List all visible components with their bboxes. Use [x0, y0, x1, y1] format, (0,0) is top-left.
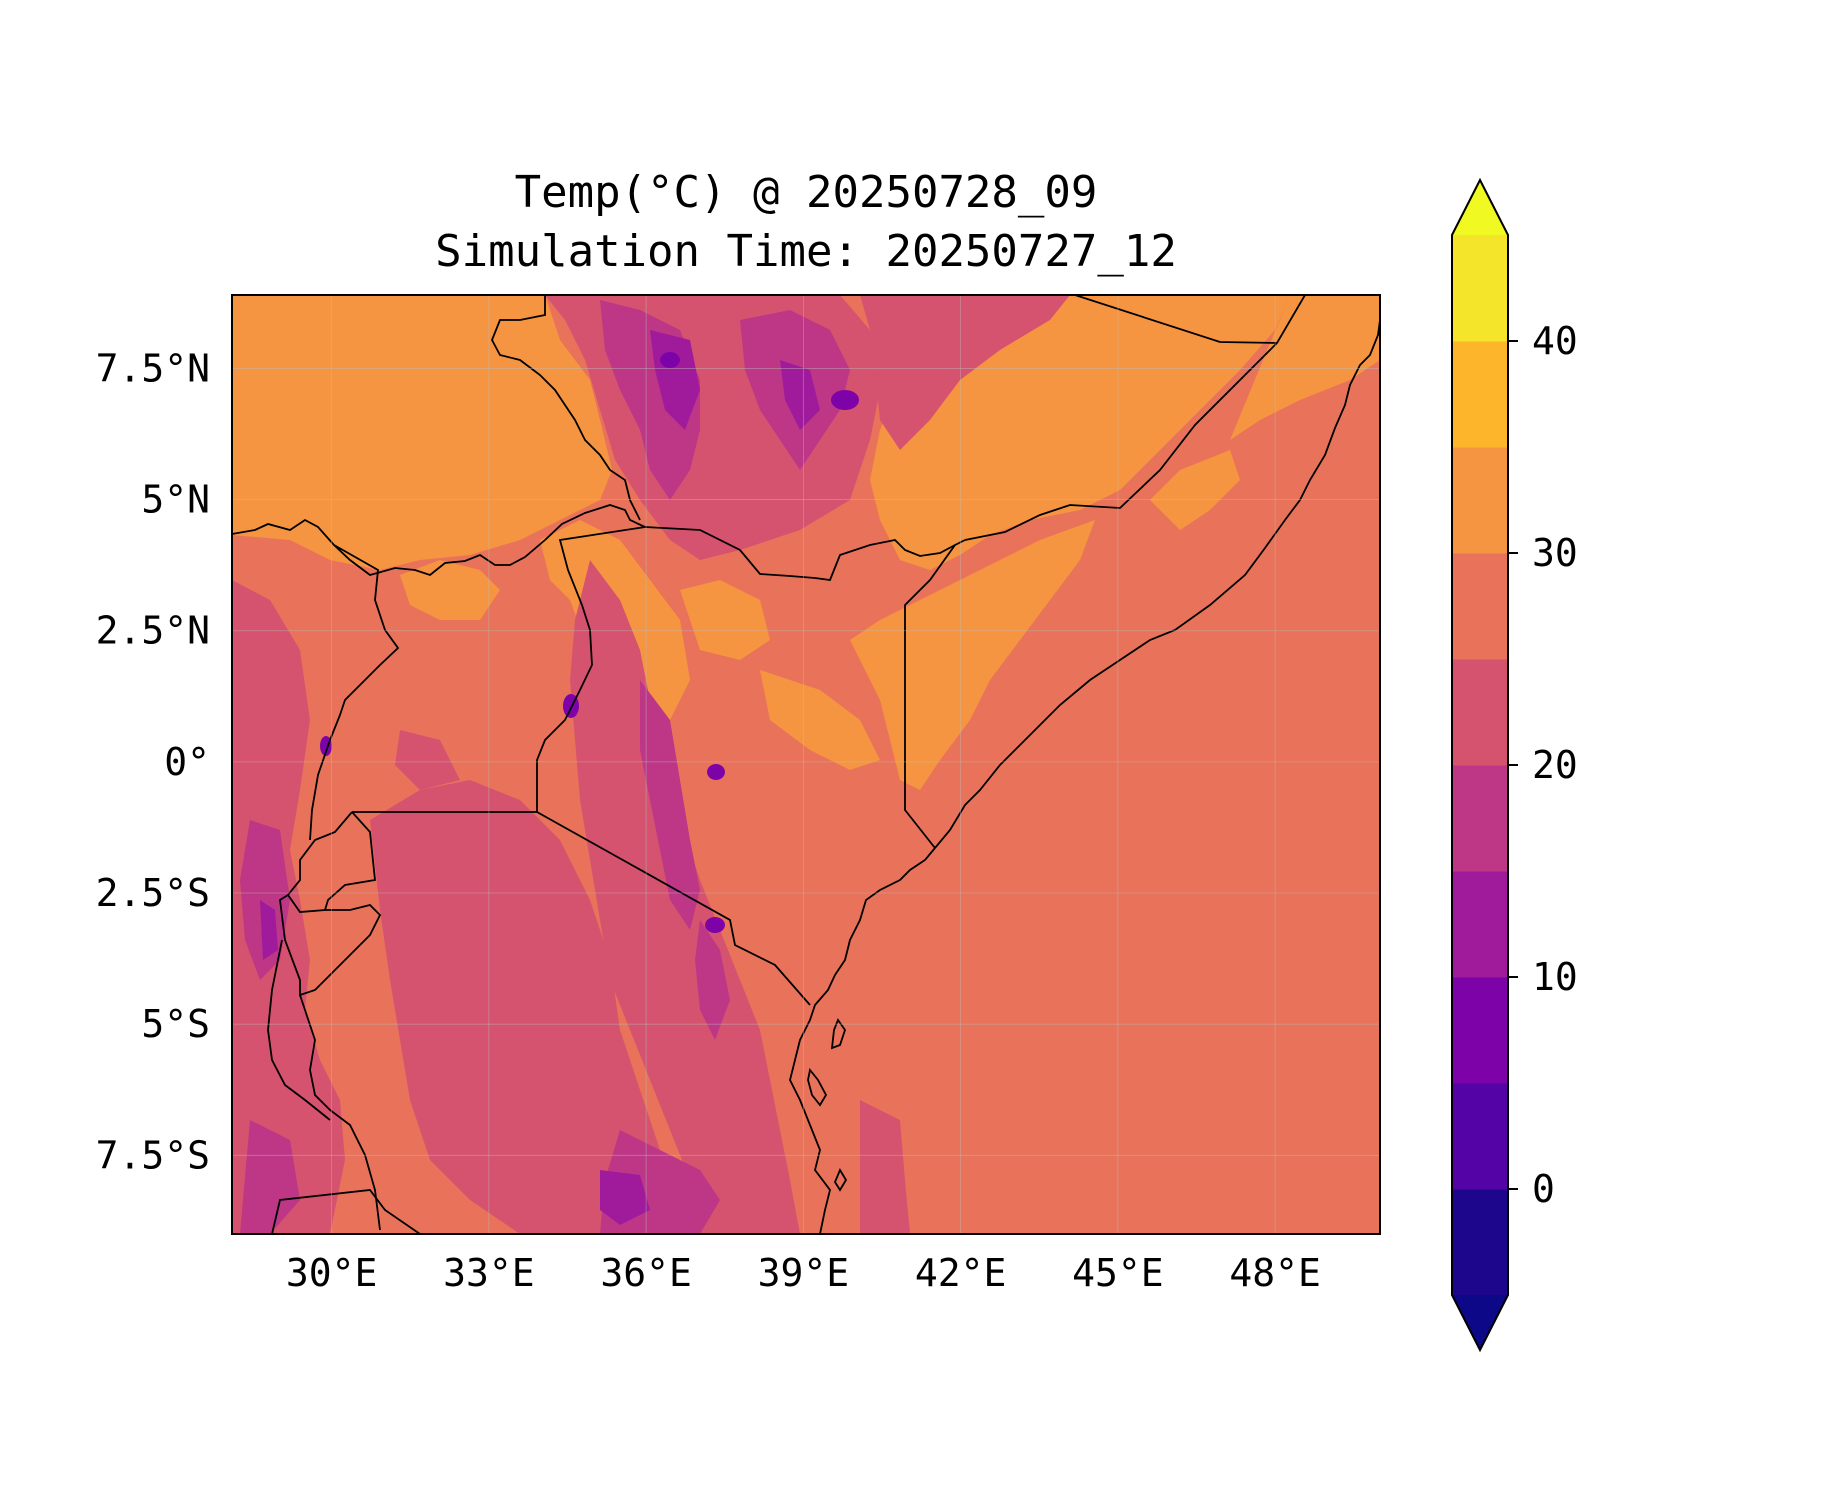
lon-tick-label: 33°E: [443, 1251, 535, 1295]
lat-tick-label: 7.5°N: [96, 346, 210, 390]
map-title-line2: Simulation Time: 20250727_12: [435, 226, 1177, 277]
lat-tick-label: 2.5°N: [96, 609, 210, 653]
map-panel: [232, 295, 1380, 1234]
colorbar-under-extension: [1452, 1295, 1508, 1350]
colorbar-tick-label: 10: [1532, 955, 1578, 999]
colorbar-level: [1452, 871, 1508, 978]
longitude-tick-labels: 30°E 33°E 36°E 39°E 42°E 45°E 48°E: [286, 1251, 1321, 1295]
colorbar-level: [1452, 341, 1508, 448]
colorbar: 0 10 20 30 40: [1451, 177, 1578, 1353]
temperature-band-5-10: [320, 352, 859, 933]
colorbar-level: [1452, 977, 1508, 1084]
colorbar-level: [1452, 1189, 1508, 1296]
colorbar-level: [1452, 235, 1508, 342]
temperature-band-30-35: [232, 295, 1380, 1030]
lat-tick-label: 2.5°S: [96, 871, 210, 915]
lon-tick-label: 42°E: [915, 1251, 1007, 1295]
lon-tick-label: 48°E: [1229, 1251, 1321, 1295]
latitude-tick-labels: 7.5°N 5°N 2.5°N 0° 2.5°S 5°S 7.5°S: [96, 346, 210, 1177]
colorbar-tick-label: 20: [1532, 743, 1578, 787]
lat-tick-label: 0°: [164, 740, 210, 784]
colorbar-level: [1452, 447, 1508, 554]
colorbar-over-extension: [1452, 180, 1508, 235]
lat-tick-label: 5°S: [141, 1002, 210, 1046]
lon-tick-label: 45°E: [1072, 1251, 1164, 1295]
colorbar-tick-label: 0: [1532, 1167, 1555, 1211]
country-borders: [232, 295, 1380, 1234]
colorbar-level: [1452, 765, 1508, 872]
map-frame: [231, 294, 1381, 1235]
lon-tick-label: 30°E: [286, 1251, 378, 1295]
lon-tick-label: 36°E: [600, 1251, 692, 1295]
colorbar-level: [1452, 1083, 1508, 1190]
lon-tick-label: 39°E: [758, 1251, 850, 1295]
colorbar-tick-label: 30: [1532, 531, 1578, 575]
colorbar-level: [1452, 553, 1508, 660]
colorbar-outline: [1451, 177, 1509, 1353]
colorbar-tick-label: 40: [1532, 319, 1578, 363]
map-gridlines: [232, 295, 1380, 1234]
lat-tick-label: 7.5°S: [96, 1133, 210, 1177]
colorbar-level: [1452, 659, 1508, 766]
lat-tick-label: 5°N: [141, 478, 210, 522]
map-title-line1: Temp(°C) @ 20250728_09: [515, 167, 1098, 218]
